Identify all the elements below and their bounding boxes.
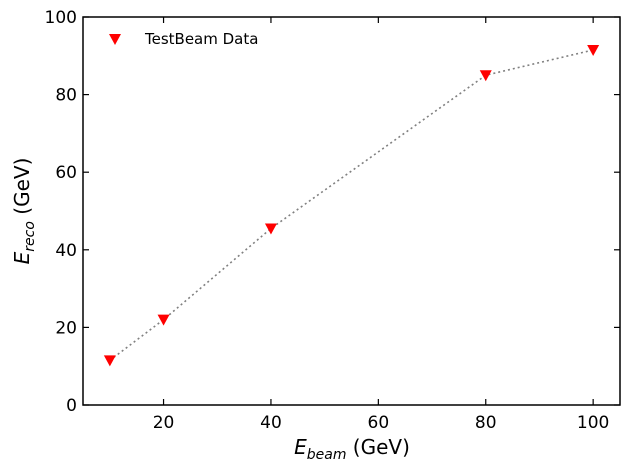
series-line	[109, 49, 594, 362]
y-axis-unit: (GeV)	[10, 158, 34, 221]
x-axis-label: Ebeam (GeV)	[294, 435, 410, 463]
x-tick-label: 40	[260, 413, 282, 433]
data-markers	[103, 44, 600, 367]
data-point	[157, 314, 170, 326]
x-tick-label: 80	[475, 413, 497, 433]
y-tick-label: 100	[45, 8, 77, 28]
y-tick-label: 60	[55, 163, 77, 183]
legend-marker	[109, 34, 121, 45]
x-tick-label: 100	[577, 413, 609, 433]
plot-frame	[82, 16, 621, 406]
y-axis-subscript: reco	[22, 221, 38, 252]
y-axis-label: Ereco (GeV)	[10, 158, 38, 265]
y-tick-label: 40	[55, 241, 77, 261]
x-tick-label: 20	[153, 413, 175, 433]
data-point	[103, 355, 116, 367]
x-axis-subscript: beam	[307, 447, 347, 463]
y-axis-symbol: E	[10, 251, 34, 264]
data-point	[264, 223, 277, 235]
legend: TestBeam Data	[109, 30, 258, 48]
x-tick-label: 60	[368, 413, 390, 433]
y-tick-label: 80	[55, 86, 77, 106]
legend-label: TestBeam Data	[144, 30, 258, 48]
data-point	[479, 70, 492, 82]
x-axis-symbol: E	[294, 435, 307, 459]
data-point	[587, 44, 600, 56]
y-tick-label: 20	[55, 318, 77, 338]
plot-area	[83, 17, 620, 405]
y-tick-label: 0	[66, 396, 77, 416]
x-axis-ticks: 20 40 60 80 100	[153, 17, 609, 433]
x-axis-unit: (GeV)	[346, 435, 409, 459]
y-axis-ticks: 0 20 40 60 80 100	[45, 8, 620, 416]
